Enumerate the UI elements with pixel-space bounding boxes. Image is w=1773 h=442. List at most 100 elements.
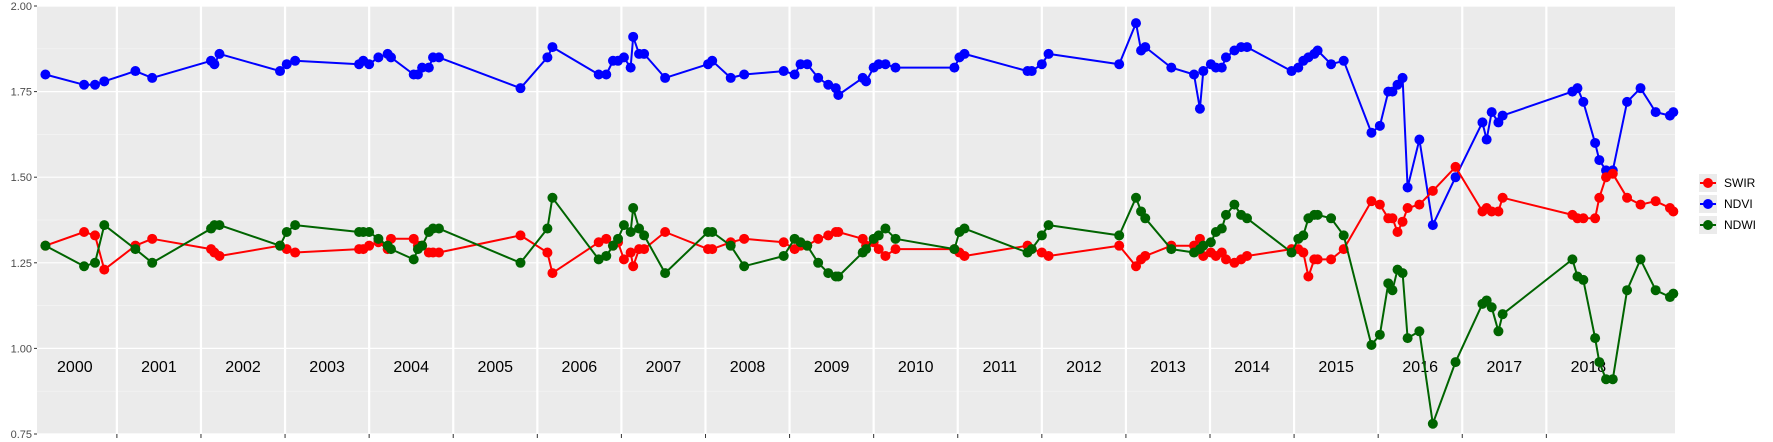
data-point (1043, 48, 1054, 59)
data-point (1481, 134, 1492, 145)
year-label: 2002 (225, 359, 261, 376)
data-point (778, 66, 789, 77)
data-point (1131, 18, 1142, 29)
data-point (639, 48, 650, 59)
year-separators (115, 6, 1548, 434)
data-point (1166, 244, 1177, 255)
data-point (789, 69, 800, 80)
data-point (1650, 107, 1661, 118)
data-point (1402, 182, 1413, 193)
data-point (1387, 86, 1398, 97)
data-point (1481, 295, 1492, 306)
data-point (1486, 302, 1497, 313)
data-point (1131, 192, 1142, 203)
data-point (433, 223, 444, 234)
data-point (364, 240, 375, 251)
data-point (281, 226, 292, 237)
data-point (618, 254, 629, 265)
year-label: 2013 (1150, 359, 1186, 376)
data-point (1668, 206, 1679, 217)
data-point (1493, 206, 1504, 217)
data-point (1578, 274, 1589, 285)
data-point (725, 72, 736, 83)
data-point (547, 192, 558, 203)
y-tick-label: 1.00 (11, 343, 32, 355)
data-point (147, 257, 158, 268)
data-point (290, 220, 301, 231)
data-point (1298, 230, 1309, 241)
data-point (1326, 59, 1337, 70)
data-point (40, 240, 51, 251)
data-point (1622, 285, 1633, 296)
data-point (417, 240, 428, 251)
data-point (1198, 240, 1209, 251)
data-point (1374, 120, 1385, 131)
y-axis: 0.75 1.00 1.25 1.50 1.75 2.00 (11, 1, 37, 441)
data-point (1414, 199, 1425, 210)
data-point (833, 271, 844, 282)
data-point (1198, 66, 1209, 77)
data-point (1366, 127, 1377, 138)
data-point (542, 223, 553, 234)
data-point (1312, 209, 1323, 220)
data-point (1338, 55, 1349, 66)
data-point (625, 62, 636, 73)
data-point (823, 230, 834, 241)
data-point (1635, 254, 1646, 265)
data-point (1326, 213, 1337, 224)
data-point (880, 250, 891, 261)
data-point (625, 247, 636, 258)
data-point (1594, 192, 1605, 203)
data-point (1607, 374, 1618, 385)
data-point (386, 244, 397, 255)
year-label: 2008 (730, 359, 766, 376)
data-point (949, 244, 960, 255)
data-point (275, 240, 286, 251)
data-point (739, 69, 750, 80)
data-point (209, 59, 220, 70)
data-point (547, 42, 558, 53)
data-point (1493, 326, 1504, 337)
data-point (130, 244, 141, 255)
data-point (618, 220, 629, 231)
data-point (1216, 62, 1227, 73)
data-point (1397, 72, 1408, 83)
data-point (607, 240, 618, 251)
data-point (833, 90, 844, 101)
data-point (813, 257, 824, 268)
data-point (1205, 237, 1216, 248)
data-point (373, 233, 384, 244)
data-point (1043, 250, 1054, 261)
data-point (593, 254, 604, 265)
data-point (433, 52, 444, 63)
data-point (1590, 137, 1601, 148)
year-label: 2017 (1487, 359, 1523, 376)
data-point (214, 48, 225, 59)
major-gridlines (37, 5, 1675, 435)
data-point (408, 254, 419, 265)
y-tick-label: 1.50 (11, 172, 32, 184)
data-point (1374, 199, 1385, 210)
legend-item-swir: SWIR (1699, 174, 1756, 192)
data-point (1043, 220, 1054, 231)
data-point (890, 62, 901, 73)
data-point (593, 69, 604, 80)
data-point (1374, 329, 1385, 340)
data-point (364, 59, 375, 70)
data-point (214, 250, 225, 261)
data-point (1635, 83, 1646, 94)
data-point (1450, 161, 1461, 172)
data-point (1427, 220, 1438, 231)
year-label: 2012 (1066, 359, 1102, 376)
data-point (628, 261, 639, 272)
data-point (79, 261, 90, 272)
data-point (1607, 168, 1618, 179)
data-point (593, 237, 604, 248)
data-point (949, 62, 960, 73)
data-point (1220, 209, 1231, 220)
data-point (1131, 261, 1142, 272)
data-point (725, 240, 736, 251)
data-point (613, 233, 624, 244)
data-point (1114, 240, 1125, 251)
